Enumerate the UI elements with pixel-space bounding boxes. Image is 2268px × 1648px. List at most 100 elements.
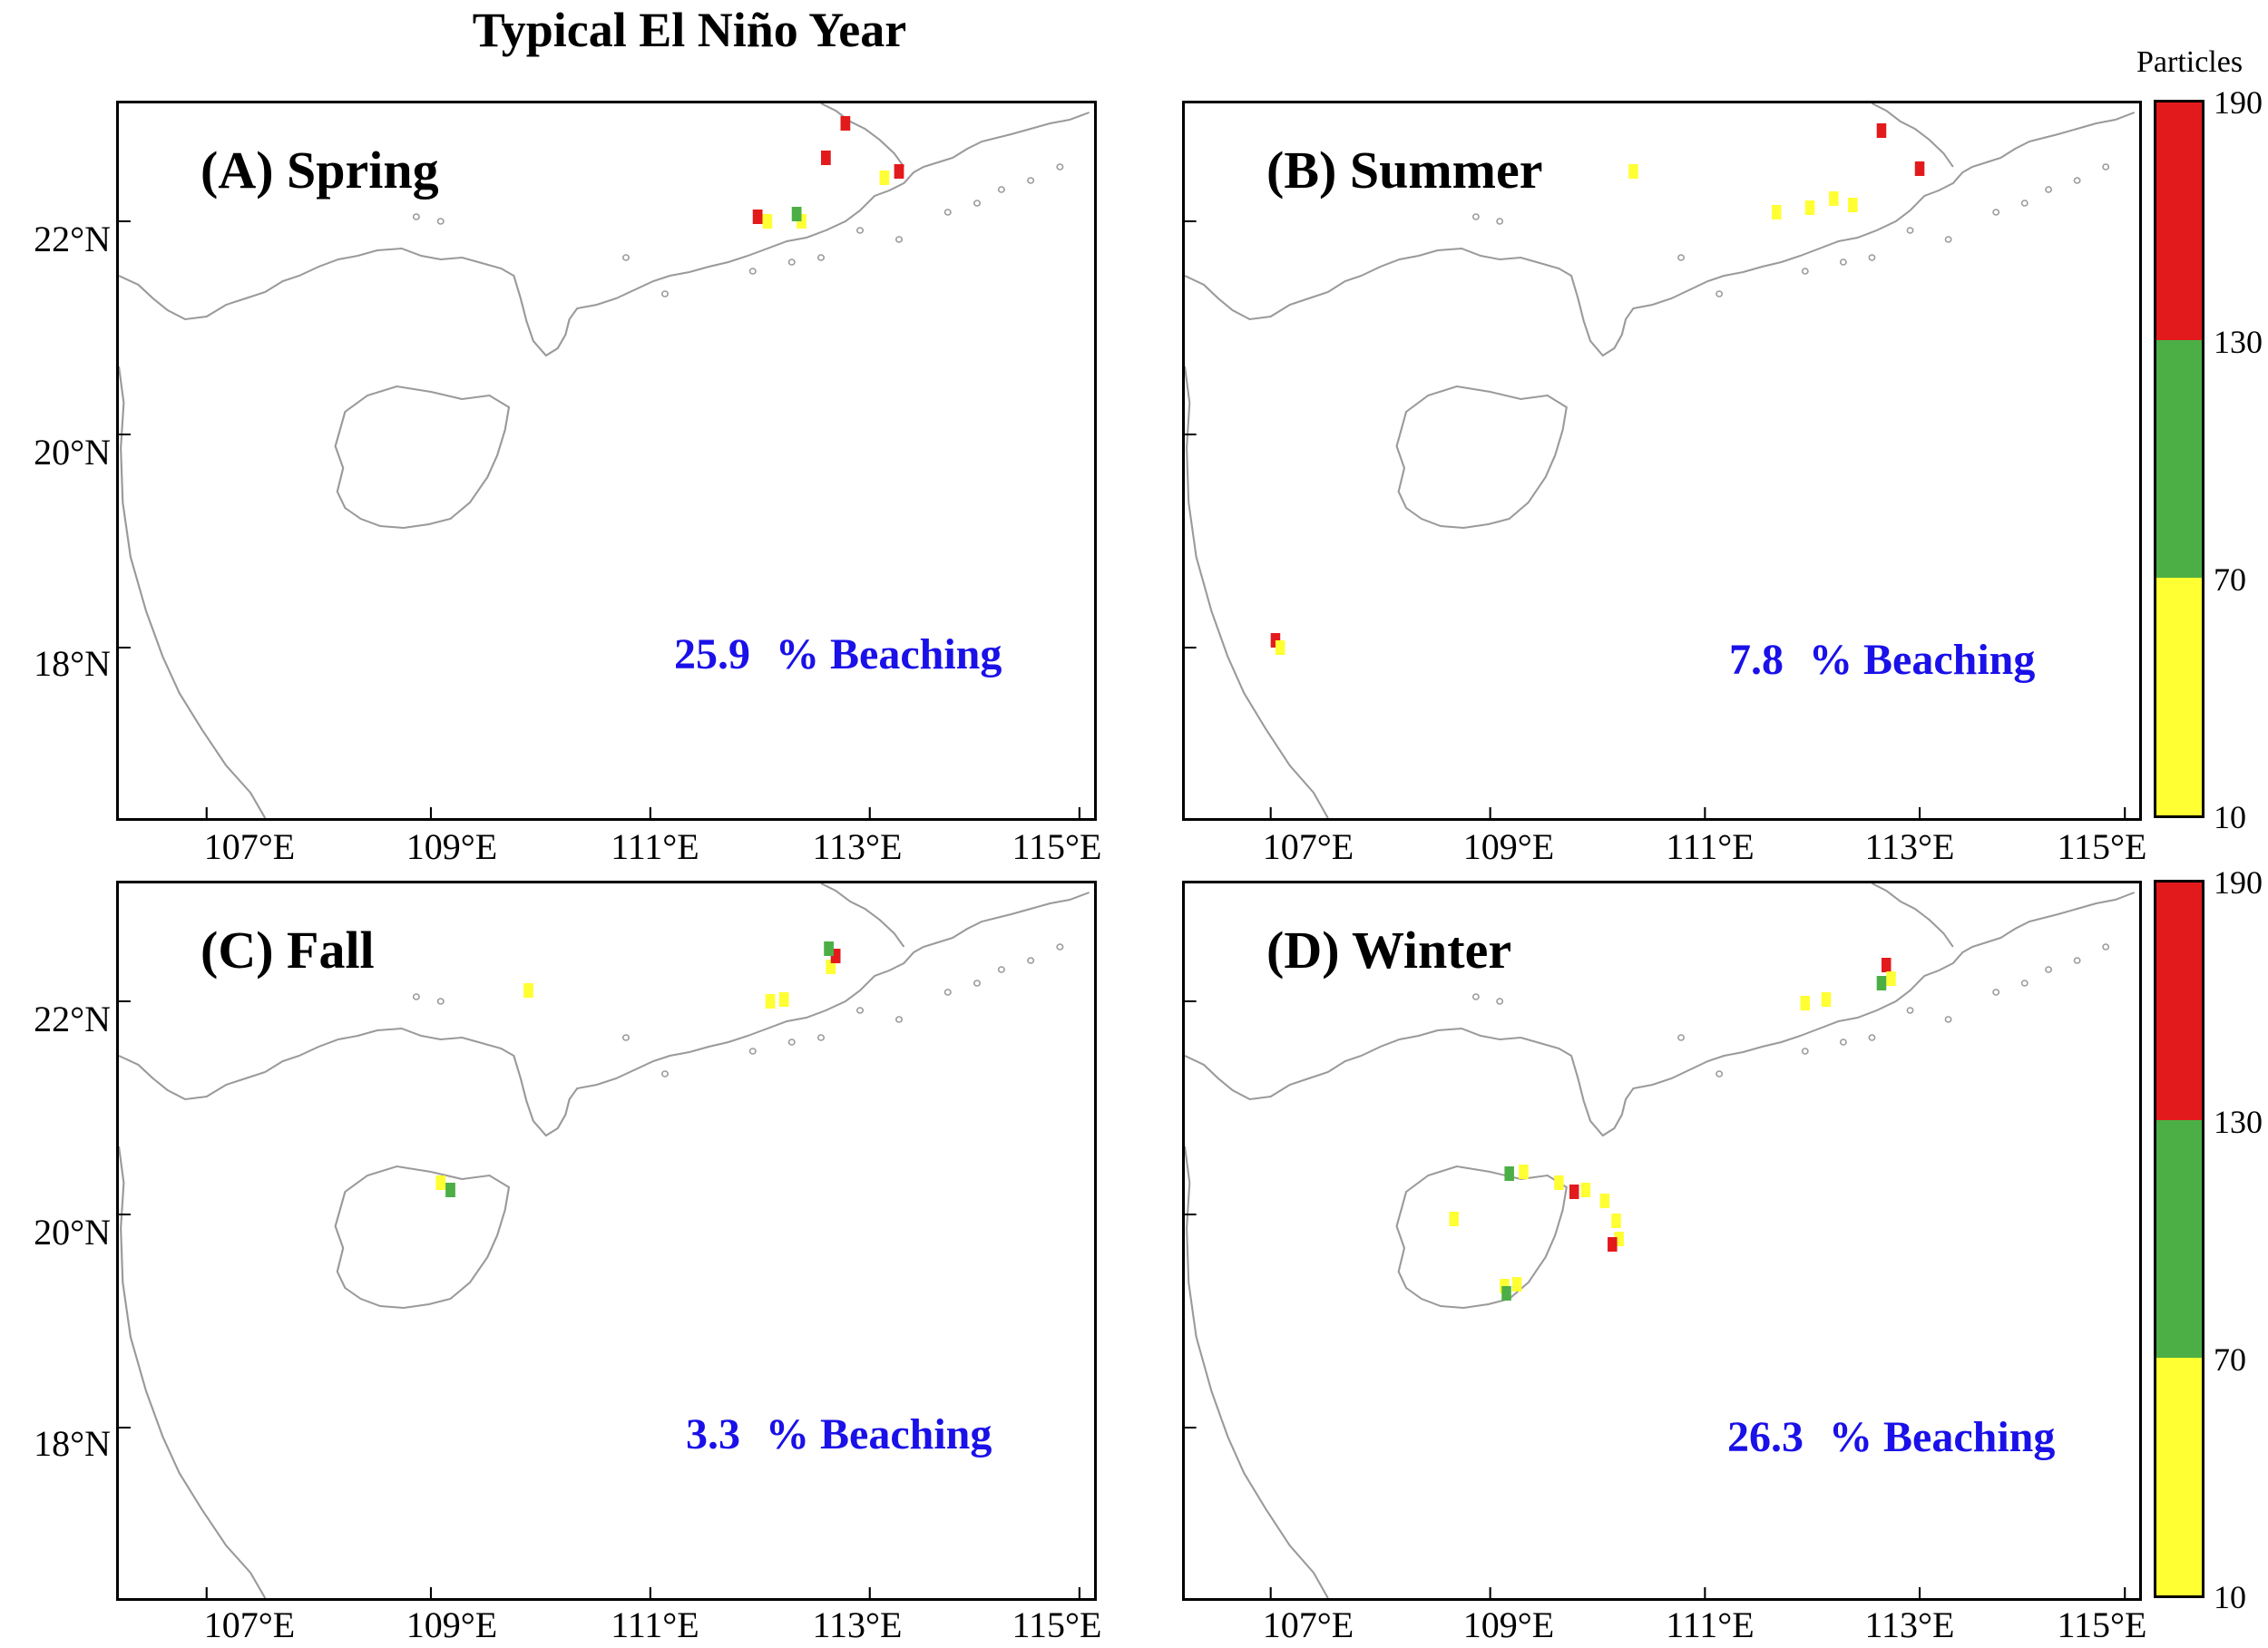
x-tick-label: 111°E [611, 826, 699, 867]
island-outline [1801, 268, 1809, 275]
map-coastline [1185, 103, 2136, 818]
coastline-path [119, 366, 267, 818]
x-tick-label: 109°E [406, 826, 498, 867]
island-outline [1906, 227, 1914, 234]
colorbar-tick-label: 190 [2214, 864, 2263, 901]
beaching-particle-cluster [1848, 198, 1858, 212]
island-outline [787, 1039, 796, 1046]
colorbar-tick-label: 10 [2214, 799, 2246, 835]
island-outline [660, 290, 670, 297]
hainan-island-outline [1395, 385, 1568, 530]
beaching-particle-cluster [1886, 971, 1896, 986]
x-tick-label: 107°E [1262, 826, 1354, 867]
beaching-label: % Beaching [1829, 1413, 2056, 1461]
island-outline [1027, 177, 1035, 184]
island-outline [436, 998, 445, 1005]
beaching-particle-cluster [840, 116, 851, 131]
x-tick-label: 115°E [2057, 826, 2147, 867]
hainan-island-outline [1395, 1165, 1568, 1310]
island-outline [2102, 943, 2110, 951]
island-outline [1716, 290, 1724, 297]
island-outline [1868, 1034, 1876, 1041]
island-outline [748, 1048, 757, 1055]
beaching-particle-cluster [826, 960, 836, 974]
island-outline [1868, 254, 1876, 261]
colorbar-bin [2156, 1358, 2202, 1595]
x-tick-label: 113°E [812, 1604, 903, 1645]
island-outline [1944, 1016, 1952, 1023]
beaching-particle-cluster [1614, 1232, 1624, 1246]
x-tick-label: 115°E [1012, 826, 1102, 867]
beaching-particle-cluster [1611, 1214, 1621, 1228]
beaching-particle-cluster [1881, 958, 1892, 972]
island-outline [787, 258, 796, 266]
island-outline [621, 254, 631, 261]
beaching-particle-cluster [1628, 164, 1638, 179]
island-outline [436, 218, 445, 225]
colorbar-title: Particles [2136, 45, 2244, 79]
island-outline [660, 1070, 670, 1078]
island-outline [2020, 200, 2028, 207]
colorbar-tick-label: 10 [2214, 1579, 2246, 1615]
beaching-particle-cluster [824, 941, 834, 956]
island-outline [412, 993, 420, 1000]
beaching-particle-cluster [752, 210, 763, 224]
y-tick-label: 20°N [34, 432, 111, 473]
beaching-particle-cluster [435, 1175, 446, 1190]
x-tick-label: 107°E [203, 826, 296, 867]
colorbar-bin [2156, 102, 2202, 340]
x-tick-label: 109°E [406, 1604, 498, 1645]
island-outline [997, 186, 1005, 193]
beaching-label: % Beaching [776, 630, 1002, 678]
map-coastline [119, 103, 1090, 818]
island-outline [1992, 209, 2000, 216]
beaching-particle-cluster [1519, 1165, 1529, 1179]
island-outline [1801, 1048, 1809, 1055]
island-outline [855, 227, 865, 234]
beaching-particle-cluster [1876, 976, 1887, 990]
y-tick-label: 22°N [34, 999, 111, 1039]
x-tick-label: 107°E [1262, 1604, 1354, 1645]
beaching-particle-cluster [1449, 1212, 1459, 1226]
island-outline [1716, 1070, 1724, 1078]
y-tick-label: 18°N [34, 643, 111, 684]
beaching-particle-cluster [879, 171, 890, 185]
coastline-path [1185, 892, 2136, 1137]
panel-label: (B) Summer [1266, 141, 1543, 200]
island-outline [816, 1034, 826, 1041]
island-outline [1496, 998, 1504, 1005]
beaching-particle-cluster [445, 1183, 455, 1197]
beaching-particle-cluster [1829, 191, 1839, 206]
beaching-particle-cluster [1580, 1183, 1591, 1197]
beaching-particle-cluster [1771, 205, 1782, 219]
beaching-annotation: 7.8 % Beaching [1729, 635, 2035, 685]
island-outline [621, 1034, 631, 1041]
coastline-path [119, 1146, 267, 1598]
beaching-particle-cluster [1275, 640, 1286, 655]
beaching-particle-cluster [1804, 200, 1815, 215]
island-outline [1677, 1034, 1685, 1041]
beaching-particle-cluster [1876, 123, 1887, 138]
map-coastline [119, 883, 1090, 1598]
map-panel-summer: (B) Summer 7.8 % Beaching [1182, 101, 2142, 821]
x-tick-label: 115°E [1012, 1604, 1102, 1645]
panel-label: (A) Spring [200, 141, 439, 200]
island-outline [973, 980, 982, 987]
x-tick-label: 115°E [2057, 1604, 2147, 1645]
y-tick-label: 20°N [34, 1212, 111, 1253]
island-outline [1839, 258, 1847, 266]
colorbar [2154, 880, 2204, 1598]
coastline-path [119, 112, 1090, 357]
y-tick-label: 22°N [34, 219, 111, 259]
map-panel-fall: (C) Fall 3.3 % Beaching [116, 881, 1097, 1601]
island-outline [1992, 989, 2000, 996]
map-panel-spring: (A) Spring 25.9 % Beaching [116, 101, 1097, 821]
beaching-particle-cluster [1599, 1194, 1610, 1208]
x-tick-label: 109°E [1462, 826, 1555, 867]
panel-label: (C) Fall [200, 921, 375, 980]
beaching-particle-cluster [1504, 1166, 1514, 1181]
coastline-path [1185, 1146, 1329, 1598]
island-outline [894, 236, 904, 243]
beaching-particle-cluster [765, 994, 776, 1009]
y-tick-label: 18°N [34, 1423, 111, 1464]
